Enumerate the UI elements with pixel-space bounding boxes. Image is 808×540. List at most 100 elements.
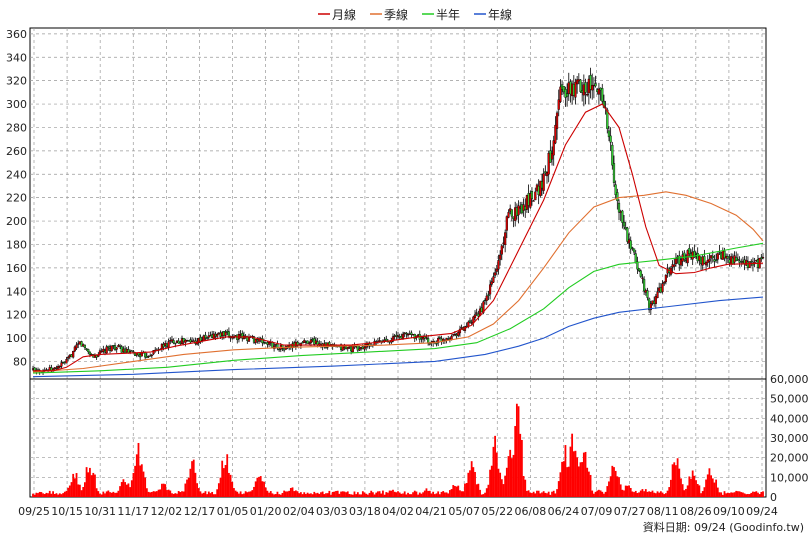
- volume-bar: [638, 492, 641, 497]
- price-tick-label: 340: [6, 51, 27, 64]
- volume-bar: [89, 467, 91, 497]
- volume-bar: [303, 492, 306, 497]
- price-tick-label: 320: [6, 75, 27, 88]
- volume-bar: [443, 492, 446, 497]
- candle-down: [510, 209, 513, 217]
- volume-bar: [43, 494, 46, 497]
- volume-bar: [239, 491, 242, 497]
- volume-bar: [629, 487, 632, 497]
- volume-bar: [50, 493, 53, 497]
- volume-bar: [720, 492, 723, 497]
- volume-bar: [664, 493, 667, 497]
- candle-up: [457, 332, 460, 336]
- candle-up: [654, 296, 657, 304]
- volume-bar: [65, 490, 68, 497]
- candle-down: [562, 86, 565, 93]
- candle-up: [591, 84, 594, 91]
- candle-down: [428, 343, 431, 345]
- volume-bar: [661, 492, 664, 497]
- volume-bar: [495, 452, 498, 497]
- volume-bar: [760, 491, 763, 497]
- volume-bar: [346, 491, 349, 497]
- volume-bar: [755, 491, 758, 497]
- volume-bar: [90, 475, 93, 497]
- volume-bar: [164, 484, 167, 497]
- volume-bar: [298, 493, 301, 497]
- candle-up: [748, 261, 751, 268]
- x-tick-label: 09/10: [713, 505, 745, 518]
- volume-bar: [654, 493, 657, 497]
- candle-up: [458, 328, 462, 334]
- volume-bar: [236, 491, 239, 497]
- candle-up: [504, 232, 507, 245]
- volume-bar: [407, 492, 409, 497]
- candle-up: [73, 346, 76, 352]
- volume-bar: [499, 472, 502, 497]
- volume-bar: [403, 491, 406, 497]
- x-tick-label: 10/31: [84, 505, 116, 518]
- ma-quarter-line: [32, 191, 764, 373]
- ma-half-line: [32, 242, 764, 374]
- candle-up: [309, 339, 313, 344]
- volume-bar: [417, 494, 419, 497]
- volume-bar: [127, 483, 130, 497]
- volume-bar: [266, 490, 269, 497]
- volume-bar: [150, 491, 153, 497]
- volume-bar: [686, 485, 689, 497]
- volume-bar: [94, 474, 96, 497]
- volume-bar: [301, 494, 304, 497]
- source-note: 資料日期: 09/24 (Goodinfo.tw): [643, 520, 804, 534]
- volume-bar: [505, 467, 508, 497]
- volume-bar: [700, 493, 702, 497]
- candle-up: [555, 112, 559, 129]
- volume-bar: [683, 490, 686, 497]
- candle-down: [204, 334, 207, 339]
- volume-bar: [97, 491, 100, 497]
- volume-bar: [747, 493, 749, 497]
- price-panel: 80 100 120 140 160 180 200 220 240 260 280 300 320 34…: [6, 27, 767, 380]
- volume-bar: [157, 489, 160, 497]
- volume-bar: [587, 471, 590, 497]
- volume-bar: [507, 456, 510, 497]
- volume-bar: [510, 458, 513, 497]
- volume-bar: [440, 491, 443, 497]
- volume-bar: [390, 490, 393, 497]
- x-tick-label: 09/24: [746, 505, 778, 518]
- candle-down: [174, 342, 177, 345]
- volume-bar: [574, 450, 577, 497]
- volume-bar: [75, 473, 78, 497]
- candle-up: [115, 347, 118, 350]
- volume-bar: [227, 472, 230, 497]
- volume-bar: [735, 490, 738, 497]
- volume-bar: [554, 493, 557, 497]
- legend-label-0: 月線: [332, 7, 356, 22]
- chart-legend: 月線 季線 半年 年線: [318, 7, 512, 22]
- candle-down: [611, 144, 614, 166]
- volume-bar: [477, 483, 480, 497]
- candle-up: [641, 277, 644, 279]
- volume-bar: [72, 473, 75, 497]
- volume-bar: [279, 494, 282, 497]
- candle-down: [227, 331, 230, 337]
- volume-bar: [673, 462, 676, 497]
- candle-up: [761, 257, 765, 259]
- volume-bar: [474, 471, 476, 497]
- volume-bar: [345, 492, 347, 497]
- candle-down: [723, 250, 726, 259]
- volume-bar: [161, 483, 163, 497]
- volume-bar: [291, 487, 294, 497]
- candle-up: [547, 152, 550, 175]
- x-tick-label: 04/21: [415, 505, 447, 518]
- candle-up: [557, 99, 560, 110]
- volume-bar: [459, 490, 461, 497]
- candle-up: [473, 314, 477, 318]
- candle-up: [207, 335, 210, 338]
- volume-bar: [340, 491, 342, 497]
- volume-bar: [405, 494, 408, 497]
- volume-bar: [77, 484, 80, 497]
- candle-down: [306, 340, 309, 344]
- volume-bar: [47, 493, 49, 497]
- volume-bar: [256, 477, 259, 497]
- volume-bar: [145, 488, 148, 497]
- volume-bar: [311, 494, 314, 497]
